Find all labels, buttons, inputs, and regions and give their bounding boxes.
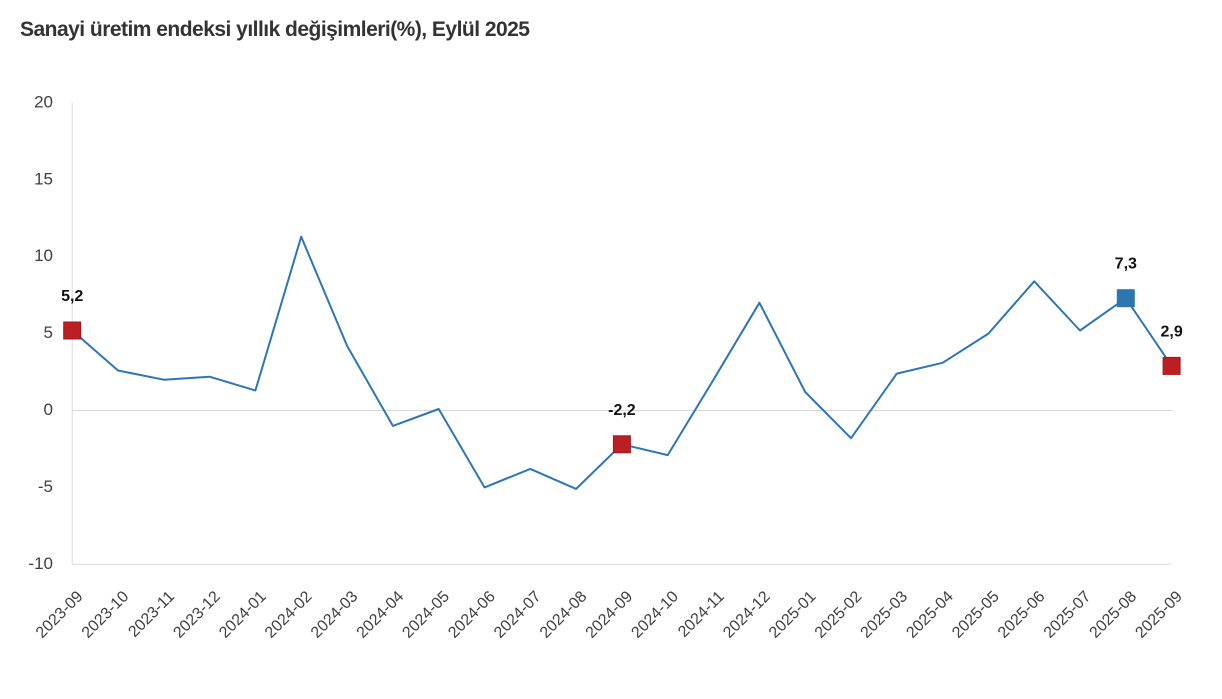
svg-text:2025-04: 2025-04 xyxy=(903,588,957,642)
svg-text:-2,2: -2,2 xyxy=(608,402,636,419)
svg-text:10: 10 xyxy=(34,246,53,265)
svg-text:5,2: 5,2 xyxy=(61,288,83,305)
svg-text:2023-09: 2023-09 xyxy=(33,588,87,642)
svg-text:Sanayi üretim endeksi yıllık d: Sanayi üretim endeksi yıllık değişimleri… xyxy=(20,18,530,41)
svg-text:2025-03: 2025-03 xyxy=(858,588,912,642)
svg-text:7,3: 7,3 xyxy=(1115,256,1137,273)
svg-text:2025-09: 2025-09 xyxy=(1132,588,1186,642)
svg-text:2025-05: 2025-05 xyxy=(949,588,1003,642)
svg-text:2025-02: 2025-02 xyxy=(812,588,866,642)
svg-text:2024-09: 2024-09 xyxy=(583,588,637,642)
svg-text:-5: -5 xyxy=(38,477,53,496)
svg-text:2025-01: 2025-01 xyxy=(766,588,820,642)
svg-text:2024-02: 2024-02 xyxy=(262,588,316,642)
svg-text:15: 15 xyxy=(34,169,53,188)
svg-text:2024-06: 2024-06 xyxy=(445,588,499,642)
svg-text:2024-03: 2024-03 xyxy=(308,588,362,642)
svg-text:2,9: 2,9 xyxy=(1160,323,1182,340)
svg-text:2024-08: 2024-08 xyxy=(537,588,591,642)
svg-text:2024-05: 2024-05 xyxy=(399,588,453,642)
svg-text:2024-10: 2024-10 xyxy=(628,588,682,642)
svg-text:2023-10: 2023-10 xyxy=(79,588,133,642)
svg-text:2024-11: 2024-11 xyxy=(675,588,728,641)
svg-text:-10: -10 xyxy=(28,554,53,573)
svg-text:2024-04: 2024-04 xyxy=(354,588,408,642)
svg-text:2024-12: 2024-12 xyxy=(720,588,774,642)
svg-text:5: 5 xyxy=(44,323,53,342)
svg-text:2024-01: 2024-01 xyxy=(216,588,270,642)
svg-text:0: 0 xyxy=(44,400,53,419)
svg-text:2023-11: 2023-11 xyxy=(125,588,178,641)
svg-text:2025-08: 2025-08 xyxy=(1087,588,1141,642)
svg-text:2025-07: 2025-07 xyxy=(1041,588,1095,642)
svg-text:20: 20 xyxy=(34,92,53,111)
svg-text:2025-06: 2025-06 xyxy=(995,588,1049,642)
svg-text:2023-12: 2023-12 xyxy=(170,588,224,642)
svg-text:2024-07: 2024-07 xyxy=(491,588,545,642)
